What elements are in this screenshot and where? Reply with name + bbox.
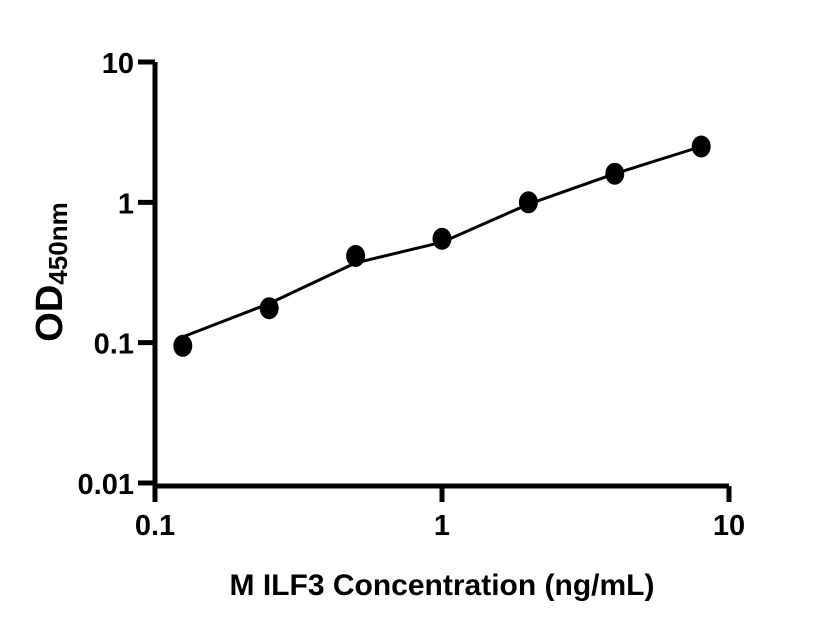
data-points <box>173 135 711 357</box>
x-tick-label-1: 1 <box>434 510 450 542</box>
data-point <box>346 244 366 267</box>
data-point <box>432 227 452 250</box>
y-axis-title-main: OD <box>29 285 71 342</box>
y-axis-title-subscript: 450nm <box>43 202 73 284</box>
data-point <box>605 162 625 185</box>
data-point <box>173 334 193 357</box>
y-tick-label-2: 0.1 <box>94 329 134 361</box>
x-tick-label-2: 10 <box>713 510 745 542</box>
y-tick-label-1: 1 <box>118 188 134 220</box>
y-tick-labels: 10 1 0.1 0.01 <box>78 48 134 501</box>
y-tick-label-0: 10 <box>102 48 134 80</box>
y-tick-label-3: 0.01 <box>78 469 134 501</box>
x-tick-labels: 0.1 1 10 <box>135 510 745 542</box>
data-point <box>259 297 279 320</box>
x-axis-title: M ILF3 Concentration (ng/mL) <box>230 569 655 602</box>
data-point <box>691 135 711 158</box>
y-axis-title: OD450nm <box>29 202 73 341</box>
x-tick-label-0: 0.1 <box>135 510 175 542</box>
axes <box>138 59 732 502</box>
data-point <box>518 191 538 214</box>
